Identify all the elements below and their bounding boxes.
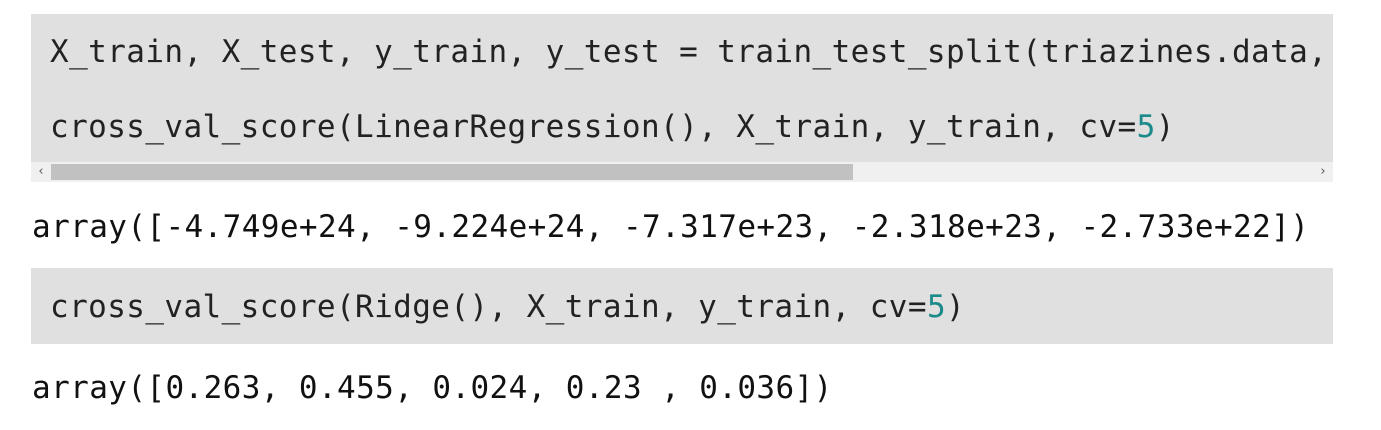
cell-output-linear-regression: array([-4.749e+24, -9.224e+24, -7.317e+2… (32, 209, 1310, 245)
code-text: X_train, X_test, y_train, y_test = train… (50, 34, 1333, 70)
scrollbar-thumb[interactable] (51, 164, 853, 180)
scroll-right-icon[interactable]: › (1320, 164, 1326, 179)
cell-output-ridge: array([0.263, 0.455, 0.024, 0.23 , 0.036… (32, 370, 833, 406)
code-text: ) (946, 289, 966, 325)
code-cell-ridge[interactable]: cross_val_score(Ridge(), X_train, y_trai… (31, 268, 1333, 344)
code-line-cross-val-linear: cross_val_score(LinearRegression(), X_tr… (50, 108, 1175, 146)
scroll-left-icon[interactable]: ‹ (38, 164, 44, 179)
code-line-train-test-split: X_train, X_test, y_train, y_test = train… (50, 33, 1333, 71)
code-text: cross_val_score(Ridge(), X_train, y_trai… (50, 289, 927, 325)
code-line-cross-val-ridge: cross_val_score(Ridge(), X_train, y_trai… (50, 288, 965, 326)
code-cell-linear-regression[interactable]: X_train, X_test, y_train, y_test = train… (31, 14, 1333, 182)
code-number: 5 (1136, 109, 1156, 145)
code-number: 5 (926, 289, 947, 325)
horizontal-scrollbar[interactable]: ‹ › (31, 162, 1333, 182)
code-text: ) (1155, 109, 1175, 145)
code-text: cross_val_score(LinearRegression(), X_tr… (50, 109, 1137, 145)
